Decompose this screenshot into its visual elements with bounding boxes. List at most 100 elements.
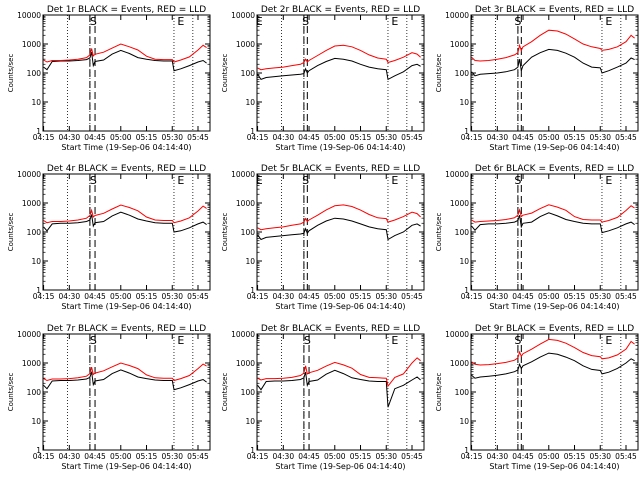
x-tick-label: 05:15 [136,452,158,461]
x-tick-label: 04:30 [58,133,80,142]
panel-title: Det 6r BLACK = Events, RED = LLD [475,164,634,174]
plot-frame [470,333,639,451]
y-tick-label: 1000 [450,359,469,368]
x-tick-label: 04:30 [272,452,294,461]
series-lld-line [257,204,421,231]
x-tick-label: 04:45 [84,292,106,301]
y-tick-label: 100 [455,228,470,237]
panel-title: Det 4r BLACK = Events, RED = LLD [47,164,206,174]
interval-marker-E: E [391,15,398,28]
interval-marker-S: S [302,15,309,28]
interval-marker-S: S [90,15,97,28]
x-axis-label: Start Time (19-Sep-06 04:14:40) [275,143,405,152]
series-lld-line [43,204,207,224]
y-tick-label: 10000 [17,11,41,20]
plot-frame [42,173,211,291]
series-events-line [471,48,635,77]
x-axis-label: Start Time (19-Sep-06 04:14:40) [61,462,191,471]
x-tick-label: 05:30 [375,452,397,461]
x-tick-label: 05:00 [324,133,346,142]
x-tick-label: 04:30 [486,452,508,461]
y-tick-label: 100 [455,388,470,397]
x-axis-label: Start Time (19-Sep-06 04:14:40) [61,143,191,152]
x-tick-label: 05:45 [401,452,423,461]
x-tick-label: 04:15 [33,452,55,461]
x-tick-label: 04:45 [512,292,534,301]
y-tick-label: 10 [31,257,41,266]
x-tick-label: 05:15 [136,292,158,301]
x-tick-label: 05:30 [161,292,183,301]
series-events-line [471,352,635,379]
y-tick-label: 10 [459,98,469,107]
series-lld-line [43,43,207,63]
x-tick-label: 05:30 [589,292,611,301]
interval-marker-E: E [177,15,184,28]
detector-panel-8: Det 8r BLACK = Events, RED = LLD 1 10 100 10… [221,324,425,471]
x-tick-label: 05:45 [187,133,209,142]
series-events-line [257,217,421,241]
x-tick-label: 05:30 [589,452,611,461]
plot-frame [256,173,425,291]
x-tick-label: 05:15 [350,292,372,301]
x-tick-label: 05:00 [324,452,346,461]
series-lld-line [43,362,207,382]
y-axis-label: Counts/sec [435,54,443,93]
y-tick-label: 100 [27,228,42,237]
x-tick-label: 04:30 [486,292,508,301]
y-tick-label: 1 [250,286,255,295]
x-tick-label: 05:45 [401,292,423,301]
series-events-line [43,369,207,391]
plot-frame [42,333,211,451]
y-tick-label: 1 [464,286,469,295]
x-axis-label: Start Time (19-Sep-06 04:14:40) [275,462,405,471]
x-tick-label: 05:00 [110,292,132,301]
interval-marker-E: E [177,174,184,187]
interval-marker-E: E [391,174,398,187]
y-tick-label: 1000 [450,40,469,49]
x-tick-label: 04:45 [512,452,534,461]
x-tick-label: 05:00 [538,452,560,461]
detector-panel-6: Det 6r BLACK = Events, RED = LLD 1 10 100 10… [435,164,639,311]
plot-frame [470,173,639,291]
interval-marker-E: E [391,334,398,347]
panel-title: Det 8r BLACK = Events, RED = LLD [261,324,420,334]
y-tick-label: 1000 [22,359,41,368]
x-tick-label: 05:00 [110,133,132,142]
y-tick-label: 1000 [450,199,469,208]
detector-panel-7: Det 7r BLACK = Events, RED = LLD 1 10 100 10… [7,324,211,471]
y-axis-label: Counts/sec [221,54,229,93]
x-tick-label: 05:45 [615,133,637,142]
y-axis-label: Counts/sec [221,373,229,412]
x-axis-label: Start Time (19-Sep-06 04:14:40) [489,462,619,471]
detector-panel-5: Det 5r BLACK = Events, RED = LLD 1 10 100 10… [221,164,425,311]
x-tick-label: 04:15 [461,452,483,461]
x-tick-label: 05:00 [538,292,560,301]
y-axis-label: Counts/sec [7,373,15,412]
interval-marker-E: E [605,334,612,347]
panel-title: Det 2r BLACK = Events, RED = LLD [261,5,420,15]
y-tick-label: 1000 [236,199,255,208]
y-axis-label: Counts/sec [435,213,443,252]
x-tick-label: 05:45 [615,452,637,461]
y-tick-label: 10 [245,257,255,266]
y-tick-label: 10000 [445,170,469,179]
x-tick-label: 05:00 [110,452,132,461]
x-tick-label: 05:30 [161,452,183,461]
x-tick-label: 05:15 [564,292,586,301]
x-tick-label: 05:00 [538,133,560,142]
interval-marker-S: S [514,334,521,347]
x-tick-label: 04:45 [298,452,320,461]
y-tick-label: 10000 [231,330,255,339]
interval-marker-S: S [514,174,521,187]
panel-title: Det 3r BLACK = Events, RED = LLD [475,5,634,15]
y-tick-label: 10 [31,98,41,107]
x-tick-label: 05:15 [350,133,372,142]
panel-title: Det 5r BLACK = Events, RED = LLD [261,164,420,174]
interval-marker-S: S [514,15,521,28]
detector-panel-2: Det 2r BLACK = Events, RED = LLD 1 10 100 10… [221,5,425,152]
x-tick-label: 05:30 [161,133,183,142]
y-tick-label: 100 [241,69,256,78]
detector-panel-3: Det 3r BLACK = Events, RED = LLD 1 10 100 10… [435,5,639,152]
y-tick-label: 10 [459,257,469,266]
panel-title: Det 9r BLACK = Events, RED = LLD [475,324,634,334]
